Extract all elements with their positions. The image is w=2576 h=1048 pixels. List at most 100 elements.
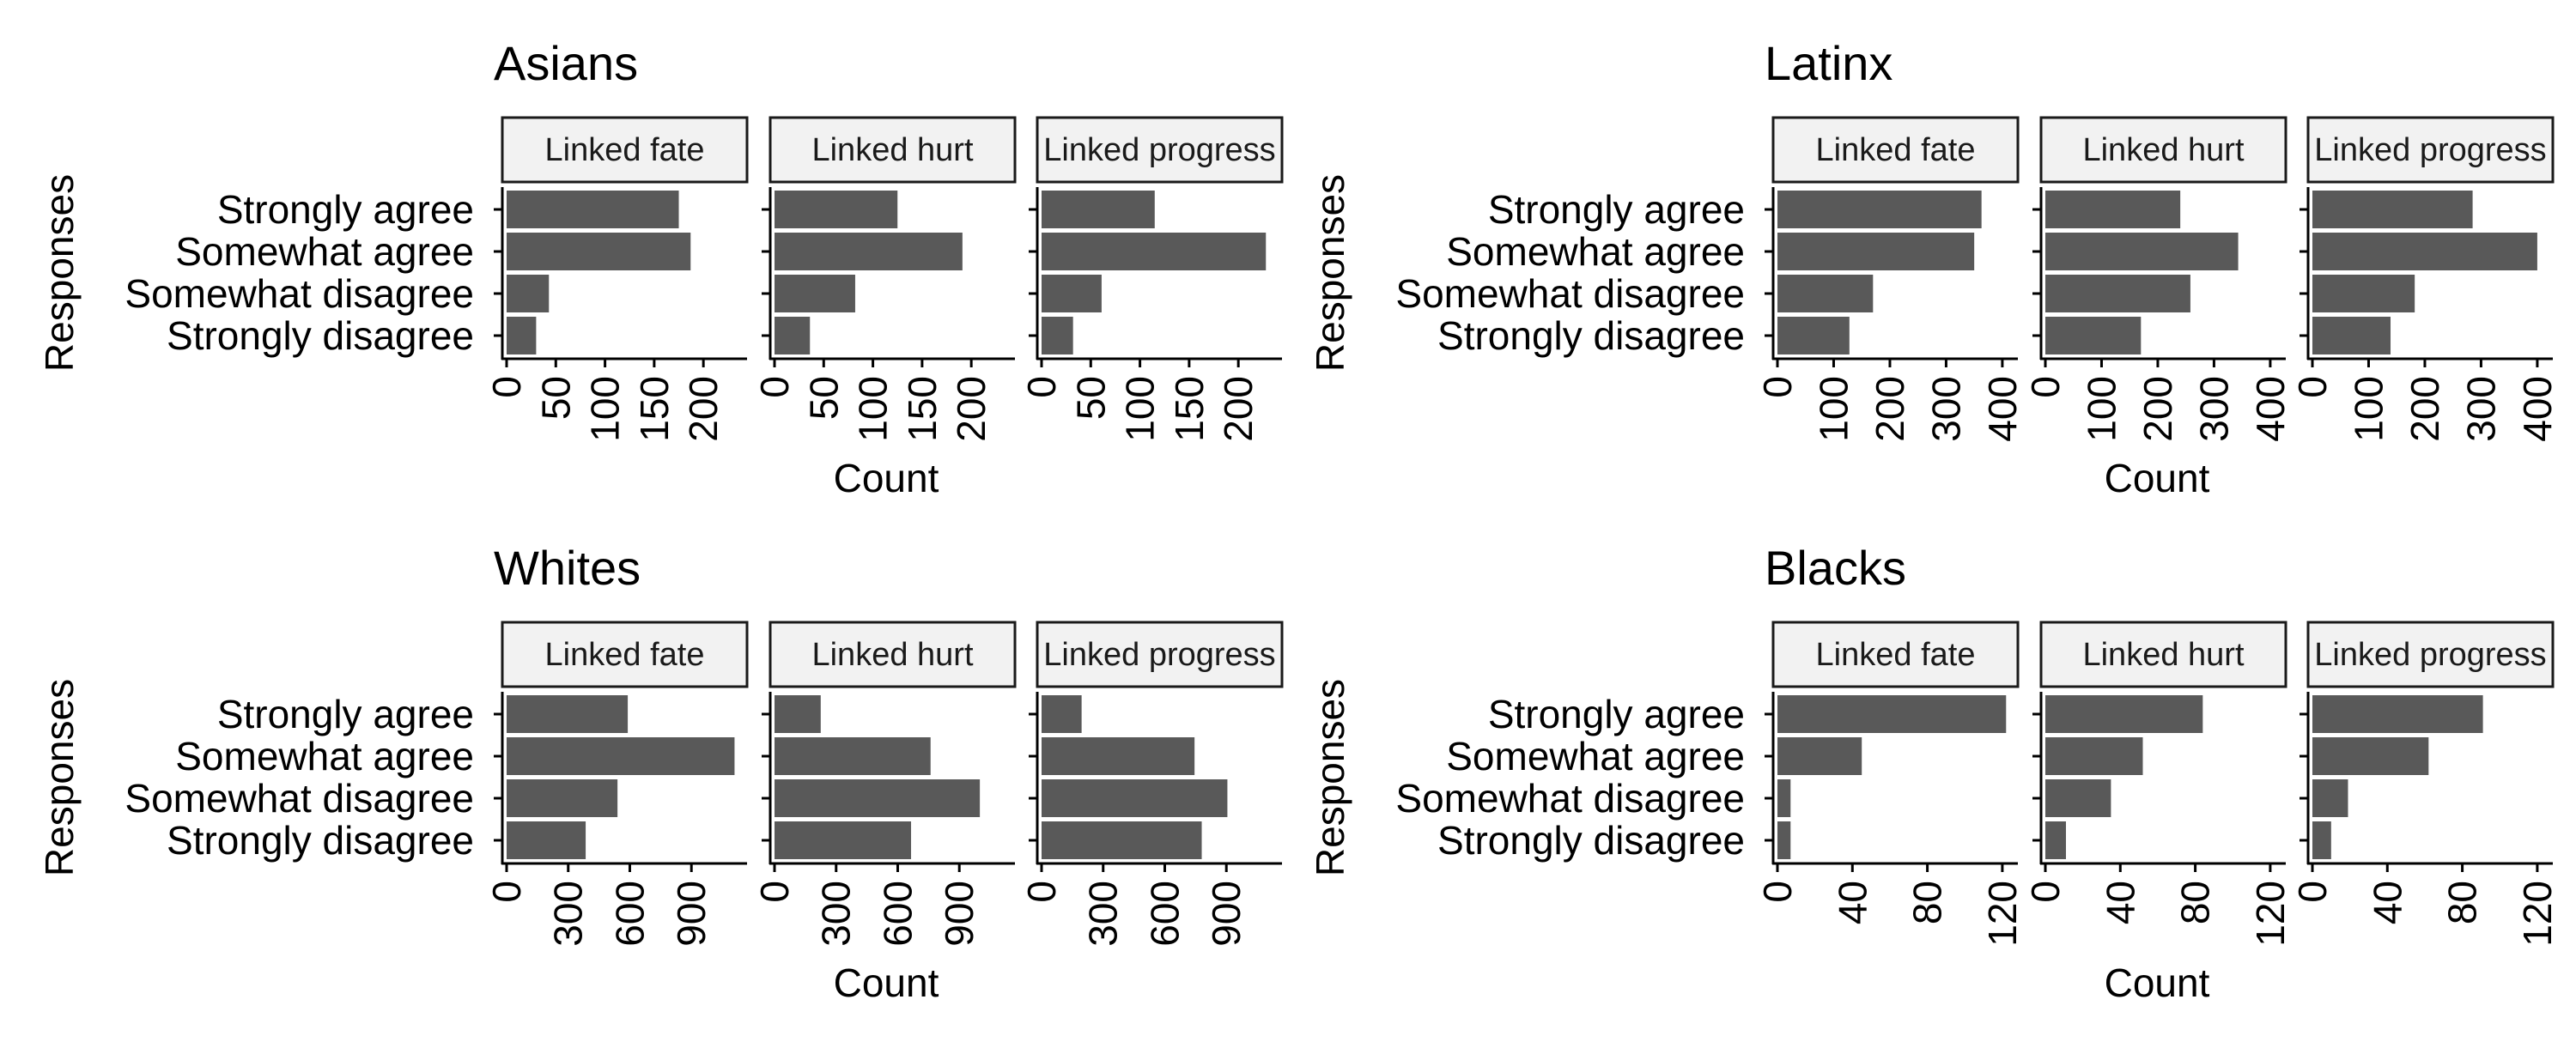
- bar: [1777, 779, 1791, 817]
- category-label: Strongly agree: [217, 692, 474, 736]
- facet-strip-label: Linked hurt: [811, 637, 973, 673]
- x-tick-label: 400: [2515, 376, 2560, 442]
- x-tick-label: 200: [1216, 376, 1261, 442]
- facet-strip: [2306, 621, 2555, 688]
- x-tick-label: 100: [1811, 376, 1856, 442]
- x-tick-label: 50: [1068, 376, 1113, 420]
- bar: [1777, 233, 1975, 270]
- x-tick-label: 300: [2191, 376, 2236, 442]
- facet-strip: [1036, 116, 1284, 184]
- bar: [775, 317, 811, 354]
- facet-strip: [1771, 116, 2020, 184]
- bar: [775, 191, 898, 228]
- facet-strip: [2306, 116, 2555, 184]
- bar: [1042, 317, 1073, 354]
- x-tick-label: 150: [632, 376, 677, 442]
- x-tick-label: 600: [1142, 881, 1187, 947]
- bar: [2045, 233, 2239, 270]
- facet-strip: [2039, 621, 2287, 688]
- facet-strip-label: Linked progress: [2314, 132, 2546, 168]
- x-tick-label: 200: [2136, 376, 2180, 442]
- facet-strip-label: Linked fate: [545, 132, 705, 168]
- x-tick-label: 0: [1755, 881, 1800, 903]
- bar: [507, 317, 537, 354]
- x-tick-label: 900: [669, 881, 714, 947]
- panel-title: Asians: [494, 36, 638, 90]
- bar: [2045, 695, 2203, 733]
- facet-strip-label: Linked hurt: [2082, 637, 2244, 673]
- x-tick-label: 0: [2290, 881, 2335, 903]
- facet-strip: [769, 621, 1017, 688]
- x-tick-label: 50: [801, 376, 846, 420]
- bar: [775, 779, 981, 817]
- panel-title: Latinx: [1765, 36, 1893, 90]
- bar: [507, 275, 550, 312]
- bar: [2045, 317, 2142, 354]
- bar: [507, 821, 586, 859]
- x-tick-label: 300: [1923, 376, 1968, 442]
- x-tick-label: 0: [752, 376, 797, 398]
- facet-strip: [501, 621, 749, 688]
- x-tick-label: 600: [875, 881, 920, 947]
- bar: [2045, 737, 2143, 775]
- bar: [2312, 233, 2537, 270]
- bar: [775, 737, 931, 775]
- x-tick-label: 0: [752, 881, 797, 903]
- bar: [2045, 779, 2111, 817]
- y-axis-label: Responses: [1308, 679, 1352, 876]
- x-tick-label: 120: [2248, 881, 2293, 947]
- x-tick-label: 80: [2173, 881, 2218, 924]
- facet-strip-label: Linked progress: [1043, 637, 1275, 673]
- bar: [1777, 737, 1862, 775]
- x-tick-label: 100: [851, 376, 896, 442]
- x-tick-label: 200: [1868, 376, 1912, 442]
- bar: [2312, 821, 2331, 859]
- bar: [1777, 191, 1982, 228]
- y-axis-label: Responses: [1308, 174, 1352, 372]
- x-tick-label: 200: [681, 376, 726, 442]
- bar: [507, 233, 691, 270]
- bar: [2312, 191, 2473, 228]
- x-tick-label: 0: [484, 881, 529, 903]
- category-label: Somewhat disagree: [125, 271, 474, 316]
- panel-title: Blacks: [1765, 541, 1906, 595]
- x-tick-label: 200: [949, 376, 993, 442]
- panel-title: Whites: [494, 541, 641, 595]
- x-tick-label: 300: [1081, 881, 1126, 947]
- bar: [2312, 695, 2483, 733]
- x-tick-label: 300: [814, 881, 859, 947]
- x-tick-label: 400: [1980, 376, 2025, 442]
- x-tick-label: 0: [1019, 376, 1064, 398]
- bar: [507, 191, 679, 228]
- category-label: Strongly disagree: [1437, 818, 1745, 863]
- facet-strip: [2039, 116, 2287, 184]
- category-label: Somewhat agree: [175, 734, 474, 778]
- category-label: Strongly agree: [1488, 187, 1745, 232]
- bar: [2312, 779, 2348, 817]
- x-tick-label: 40: [2098, 881, 2142, 924]
- facet-strip: [769, 116, 1017, 184]
- x-tick-label: 0: [1019, 881, 1064, 903]
- x-tick-label: 100: [1118, 376, 1163, 442]
- x-tick-label: 0: [2023, 881, 2068, 903]
- category-label: Somewhat agree: [1446, 734, 1745, 778]
- bar: [1777, 695, 2007, 733]
- bar: [1042, 737, 1195, 775]
- category-label: Strongly agree: [1488, 692, 1745, 736]
- x-axis-label: Count: [834, 456, 939, 500]
- x-tick-label: 120: [1980, 881, 2025, 947]
- category-label: Strongly agree: [217, 187, 474, 232]
- category-label: Somewhat disagree: [1395, 776, 1745, 821]
- bar: [1042, 191, 1155, 228]
- x-tick-label: 400: [2248, 376, 2293, 442]
- bar: [775, 695, 821, 733]
- bar: [2312, 737, 2429, 775]
- facet-strip: [501, 116, 749, 184]
- bar: [1042, 779, 1228, 817]
- x-tick-label: 0: [484, 376, 529, 398]
- facet-strip: [1771, 621, 2020, 688]
- x-axis-label: Count: [2105, 456, 2210, 500]
- bar: [1042, 275, 1102, 312]
- x-tick-label: 0: [1755, 376, 1800, 398]
